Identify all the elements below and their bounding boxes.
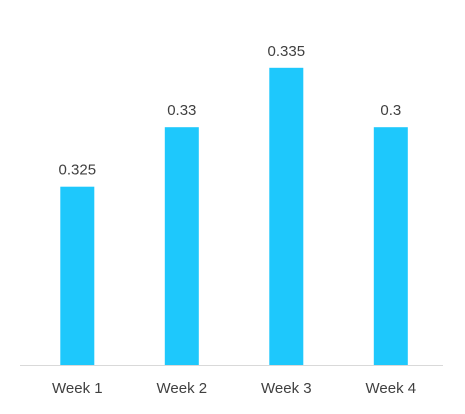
bar-week-2	[164, 127, 199, 365]
data-label-week-4: 0.3	[380, 102, 401, 119]
x-tick-label-week-1: Week 1	[52, 380, 103, 397]
category-ticks-group: Week 1 Week 2 Week 3 Week 4	[52, 380, 416, 397]
data-label-week-3: 0.335	[268, 43, 306, 60]
data-label-week-2: 0.33	[167, 102, 196, 119]
bar-week-1	[60, 186, 95, 365]
bar-week-4	[373, 127, 408, 365]
data-labels-group: 0.325 0.33 0.335 0.3	[59, 43, 402, 179]
bars-group	[60, 67, 408, 366]
x-tick-label-week-3: Week 3	[261, 380, 312, 397]
data-label-week-1: 0.325	[59, 162, 97, 179]
bar-week-3	[269, 67, 304, 366]
x-tick-label-week-4: Week 4	[366, 380, 417, 397]
x-tick-label-week-2: Week 2	[157, 380, 208, 397]
